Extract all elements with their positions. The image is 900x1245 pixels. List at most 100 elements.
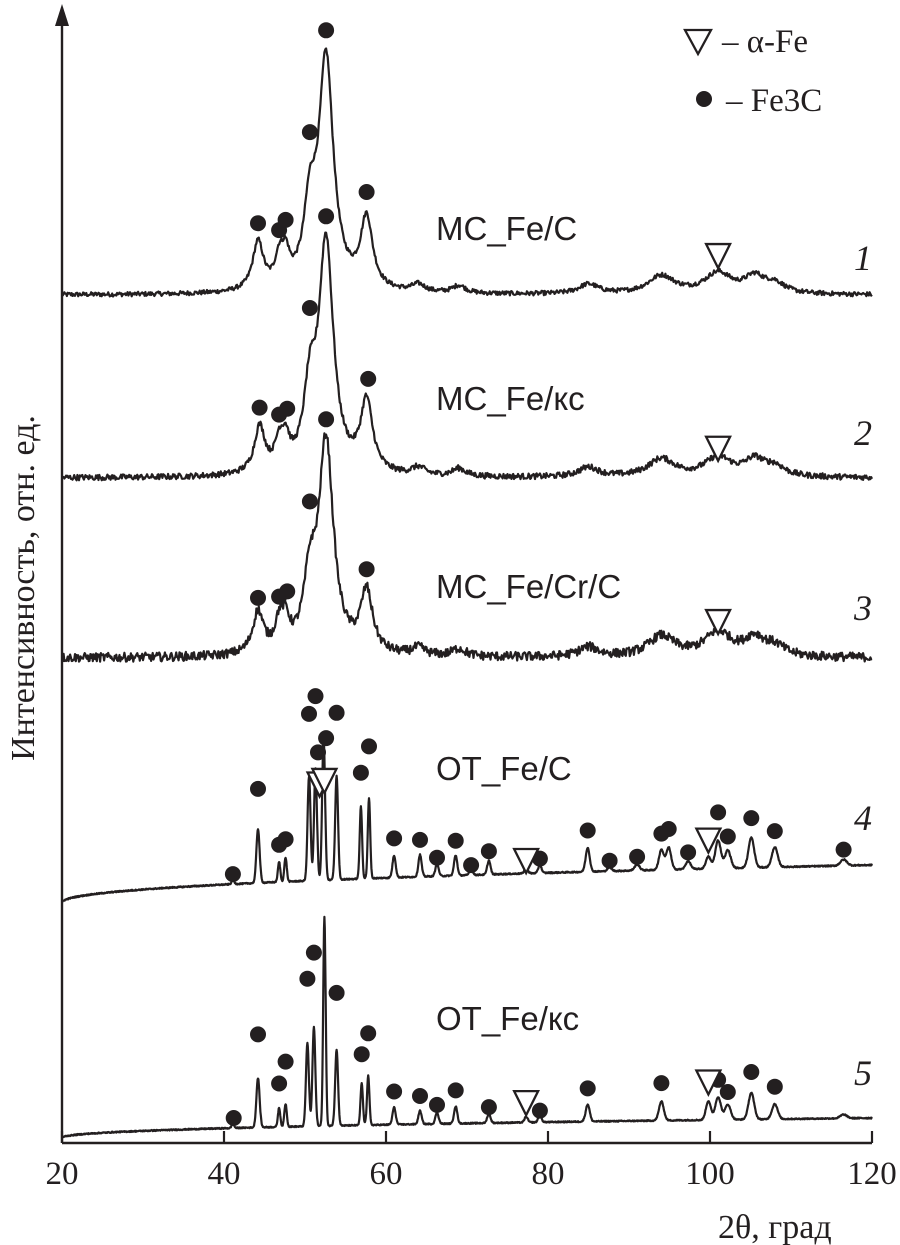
sample-label-2: MC_Fe/кс <box>436 380 585 417</box>
fe3c-dot-5-14 <box>531 1102 548 1119</box>
fe3c-dot-4-5 <box>307 688 324 705</box>
fe3c-dot-4-22 <box>660 821 677 837</box>
legend-label-fe3c: – Fe3C <box>725 83 822 119</box>
fe3c-dot-1-5 <box>358 184 375 200</box>
markers <box>224 22 852 1126</box>
x-ticks: 20 40 60 80 100 120 <box>46 1131 897 1192</box>
fe3c-dot-2-3 <box>301 300 318 316</box>
fe3c-dot-3-0 <box>250 589 266 606</box>
fe3c-dot-1-0 <box>250 215 266 232</box>
fe3c-dot-5-0 <box>225 1110 242 1126</box>
fe3c-dot-5-5 <box>305 944 322 961</box>
fe3c-dot-5-1 <box>250 1026 266 1043</box>
alpha-fe-triangle-5-0 <box>310 767 339 796</box>
fe3c-dot-2-4 <box>318 208 335 225</box>
x-tick-label-20: 20 <box>46 1156 79 1192</box>
x-tick-label-120: 120 <box>847 1156 897 1192</box>
labels: MC_Fe/C 1 MC_Fe/кс 2 MC_Fe/Cr/C 3 OT_Fe/C 4 OT_F… <box>436 210 872 1093</box>
sample-label-4: OT_Fe/C <box>436 750 572 787</box>
fe3c-dot-4-15 <box>463 857 480 874</box>
fe3c-dot-3-3 <box>301 493 318 510</box>
fe3c-dot-5-4 <box>299 970 316 987</box>
fe3c-dot-5-19 <box>743 1064 760 1080</box>
sample-label-3: MC_Fe/Cr/C <box>436 568 621 605</box>
alpha-fe-triangle-4-2 <box>694 827 723 856</box>
fe3c-dot-5-7 <box>353 1046 370 1063</box>
fe3c-dot-4-27 <box>766 823 783 840</box>
alpha-fe-triangle-3-0 <box>704 608 732 637</box>
fe3c-dot-3-2 <box>279 583 296 600</box>
fe3c-dot-5-2 <box>271 1075 288 1092</box>
fe3c-dot-4-11 <box>386 830 403 847</box>
fe3c-dot-4-6 <box>310 744 326 761</box>
fe3c-dot-5-16 <box>653 1075 670 1092</box>
trace-curve-5 <box>60 915 873 1139</box>
fe3c-dot-4-7 <box>318 730 335 747</box>
fe3c-dot-4-24 <box>710 804 727 821</box>
legend-label-alpha-fe: – α-Fe <box>721 24 808 60</box>
traces <box>60 47 874 1139</box>
fe3c-dot-4-16 <box>480 843 497 860</box>
fe3c-dot-4-10 <box>361 738 377 755</box>
fe3c-dot-4-25 <box>719 828 736 845</box>
fe3c-dot-5-10 <box>412 1088 428 1104</box>
curve-number-4: 4 <box>854 798 872 838</box>
legend-dot-icon <box>696 91 712 107</box>
fe3c-dot-5-12 <box>447 1082 464 1099</box>
fe3c-dot-5-8 <box>360 1025 377 1042</box>
trace-curve-4 <box>60 734 874 904</box>
fe3c-dot-4-12 <box>412 831 428 848</box>
fe3c-dot-5-20 <box>766 1078 783 1095</box>
fe3c-dot-4-28 <box>835 841 852 858</box>
axes <box>55 4 872 1145</box>
fe3c-dot-1-3 <box>301 124 318 141</box>
fe3c-dot-4-26 <box>743 810 760 827</box>
fe3c-dot-4-4 <box>301 705 317 722</box>
alpha-fe-triangle-4-1 <box>512 847 540 876</box>
y-axis-arrow <box>55 4 69 26</box>
curve-number-3: 3 <box>853 588 872 628</box>
fe3c-dot-1-2 <box>277 211 294 228</box>
alpha-fe-triangle-1-1 <box>704 242 732 271</box>
y-axis-title: Интенсивность, отн. ед. <box>5 415 42 761</box>
fe3c-dot-5-3 <box>277 1053 294 1070</box>
fe3c-dot-3-5 <box>358 561 375 578</box>
fe3c-dot-2-0 <box>251 399 268 416</box>
alpha-fe-triangle-2-0 <box>704 435 732 464</box>
fe3c-dot-4-13 <box>429 849 445 866</box>
legend-triangle-icon <box>683 28 713 57</box>
sample-label-5: OT_Fe/кс <box>436 1000 579 1037</box>
fe3c-dot-4-1 <box>250 780 266 797</box>
curve-number-1: 1 <box>854 238 872 278</box>
x-tick-label-80: 80 <box>532 1156 565 1192</box>
alpha-fe-triangle-5-1 <box>512 1089 540 1118</box>
sample-label-1: MC_Fe/C <box>436 210 577 247</box>
legend: – α-Fe – Fe3C <box>683 24 822 119</box>
fe3c-dot-4-9 <box>352 764 369 781</box>
fe3c-dot-5-15 <box>579 1080 596 1097</box>
fe3c-dot-2-5 <box>360 370 377 387</box>
trace-curve-2 <box>61 231 873 482</box>
trace-curve-1 <box>61 47 873 298</box>
fe3c-dot-4-14 <box>447 832 464 849</box>
fe3c-dot-4-19 <box>601 852 618 869</box>
x-tick-label-100: 100 <box>685 1156 735 1192</box>
x-tick-label-60: 60 <box>370 1156 403 1192</box>
fe3c-dot-4-18 <box>579 822 596 839</box>
trace-curve-3 <box>61 432 873 663</box>
curve-number-2: 2 <box>854 413 872 453</box>
alpha-fe-triangle-5-2 <box>694 1069 723 1098</box>
fe3c-dot-4-23 <box>680 844 697 861</box>
fe3c-dot-1-4 <box>318 22 335 39</box>
x-tick-label-40: 40 <box>208 1156 241 1192</box>
curve-number-5: 5 <box>854 1053 872 1093</box>
fe3c-dot-4-0 <box>224 866 241 883</box>
x-axis-title: 2θ, град <box>718 1209 832 1245</box>
fe3c-dot-5-13 <box>480 1099 497 1116</box>
fe3c-dot-3-4 <box>318 411 335 428</box>
fe3c-dot-4-8 <box>328 704 345 721</box>
fe3c-dot-2-2 <box>279 400 296 417</box>
fe3c-dot-4-20 <box>629 848 646 865</box>
fe3c-dot-5-18 <box>719 1084 736 1100</box>
